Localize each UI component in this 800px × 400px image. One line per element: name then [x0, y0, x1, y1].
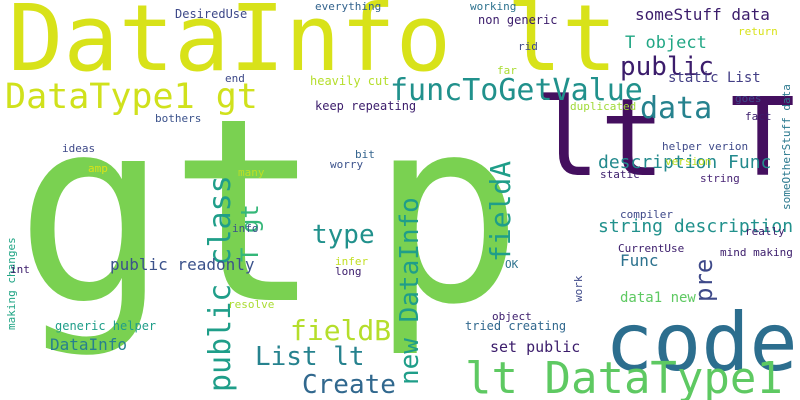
word: fieldB [290, 314, 391, 347]
word: DataType1 gt [5, 77, 258, 117]
word: working [470, 0, 516, 13]
word: lt T [535, 76, 795, 201]
word: static List [668, 70, 761, 86]
word: far [497, 64, 517, 77]
word: work [572, 275, 585, 302]
word: resolve [228, 298, 274, 311]
word: ideas [62, 142, 95, 155]
word: someStuff data [635, 5, 770, 24]
word: mind making [720, 246, 793, 259]
word: end [225, 72, 245, 85]
word: many [238, 166, 265, 179]
word: public [620, 52, 714, 82]
word: really [745, 225, 785, 238]
word: p [370, 64, 524, 361]
word: T object [625, 33, 707, 53]
word: version [665, 155, 711, 168]
word: type [312, 220, 375, 250]
word: funcToGetValue [390, 73, 643, 108]
word: someOtherStuff data [780, 84, 793, 210]
word: set public [490, 338, 580, 356]
word: static [600, 168, 640, 181]
word: long [335, 265, 362, 278]
word: DataInfo lt [8, 0, 617, 92]
word: compiler [620, 208, 673, 221]
word: worry [330, 158, 363, 171]
word: goes [735, 92, 762, 105]
word: amp [88, 162, 108, 175]
word: duplicated [570, 100, 636, 113]
word: OK [505, 258, 519, 271]
word: rid [518, 40, 538, 53]
word: data [640, 91, 712, 126]
word: keep repeating [315, 99, 416, 113]
word: fact [745, 110, 772, 123]
word: object [492, 310, 532, 323]
word: code [605, 296, 798, 389]
word: non generic [478, 13, 557, 27]
word: bothers [155, 112, 201, 125]
word: making changes [5, 237, 18, 330]
word: info [232, 222, 259, 235]
word: public class [203, 175, 238, 392]
word: string description [598, 216, 793, 237]
word: infer [335, 255, 368, 268]
word: bit [355, 148, 375, 161]
word: new DataInfo [395, 197, 425, 385]
word: tried creating [465, 319, 566, 333]
word: DesiredUse [175, 7, 247, 21]
word: generic helper [55, 319, 156, 333]
word: CurrentUse [618, 242, 684, 255]
word: pre [690, 259, 718, 302]
word: Create [302, 370, 396, 400]
word: everything [315, 0, 381, 13]
word: description Func [598, 152, 771, 173]
word: string [700, 172, 740, 185]
word: DataInfo [50, 335, 127, 354]
word: fieldA [484, 161, 517, 262]
word: heavily cut [310, 74, 389, 88]
word: int [10, 263, 30, 276]
word: lt DataType1 [465, 353, 783, 400]
word: helper verion [662, 140, 748, 153]
word: data1 new [620, 290, 696, 306]
word: gt [15, 64, 322, 361]
word: List lt [255, 342, 365, 372]
word: return [738, 25, 778, 38]
word: public readonly [110, 255, 255, 274]
word: T gt [236, 204, 264, 262]
word: Func [620, 251, 659, 270]
